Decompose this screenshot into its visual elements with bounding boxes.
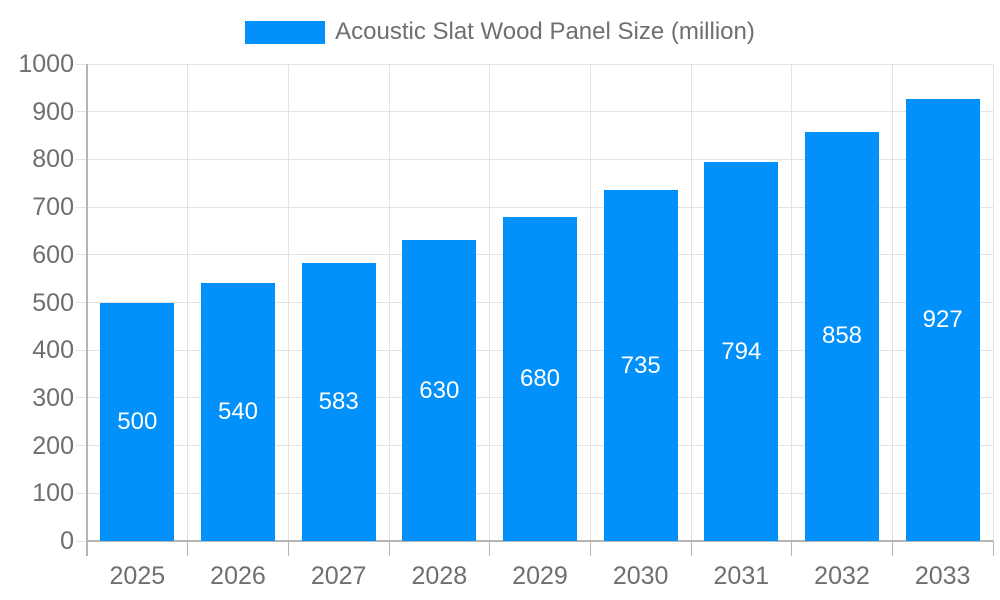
gridline-vertical	[187, 64, 189, 541]
bar-value-label: 630	[419, 376, 460, 404]
x-axis-tick	[690, 541, 692, 556]
gridline-vertical	[690, 64, 692, 541]
gridline-horizontal	[87, 158, 993, 160]
x-tick-label: 2028	[411, 562, 468, 590]
y-axis-tick	[76, 492, 87, 494]
bar-value-label: 735	[620, 351, 661, 379]
y-axis-tick	[76, 158, 87, 160]
x-axis-tick	[187, 541, 189, 556]
gridline-vertical	[388, 64, 390, 541]
bar-2028[interactable]	[402, 240, 477, 541]
x-axis-tick	[891, 541, 893, 556]
y-tick-label: 600	[32, 240, 74, 269]
bar-2029[interactable]	[503, 216, 577, 541]
x-tick-label: 2029	[512, 562, 568, 590]
y-axis-tick	[76, 349, 87, 351]
x-tick-label: 2027	[310, 562, 367, 590]
y-tick-label: 0	[60, 527, 74, 555]
bar-value-label: 540	[217, 398, 259, 426]
x-axis-tick	[992, 541, 994, 556]
y-axis-tick	[76, 445, 87, 447]
x-tick-label: 2030	[612, 562, 669, 590]
x-axis-tick	[589, 541, 591, 556]
x-tick-label: 2025	[109, 562, 166, 590]
gridline-vertical	[791, 64, 793, 541]
gridline-vertical	[287, 64, 289, 541]
x-axis-tick	[489, 541, 491, 556]
x-tick-label: 2033	[914, 562, 971, 590]
y-tick-label: 300	[32, 383, 74, 412]
y-tick-label: 800	[32, 145, 74, 174]
legend-item[interactable]: Acoustic Slat Wood Panel Size (million)	[0, 18, 1000, 46]
y-axis-tick	[76, 111, 87, 113]
bar-2033[interactable]	[905, 98, 980, 541]
gridline-vertical	[992, 64, 994, 541]
bar-2032[interactable]	[805, 131, 879, 541]
bar-2026[interactable]	[201, 283, 275, 541]
bar-2027[interactable]	[301, 262, 376, 541]
x-tick-label: 2032	[814, 562, 870, 590]
bar-value-label: 583	[318, 387, 359, 415]
bar-2031[interactable]	[704, 162, 779, 541]
y-axis-tick	[76, 540, 87, 542]
x-axis-tick	[388, 541, 390, 556]
bar-value-label: 794	[721, 337, 762, 365]
bar-2030[interactable]	[603, 190, 678, 541]
x-axis-line	[87, 540, 993, 542]
y-axis-tick	[76, 63, 87, 65]
y-axis-tick	[76, 397, 87, 399]
bar-value-label: 680	[519, 364, 561, 392]
gridline-vertical	[589, 64, 591, 541]
x-tick-label: 2031	[713, 562, 770, 590]
y-tick-label: 400	[32, 336, 74, 365]
gridline-vertical	[489, 64, 491, 541]
gridline-vertical	[891, 64, 893, 541]
x-axis-tick	[287, 541, 289, 556]
gridline-horizontal	[87, 63, 993, 65]
gridline-horizontal	[87, 111, 993, 113]
y-tick-label: 1000	[18, 50, 74, 78]
x-tick-label: 2026	[210, 562, 266, 590]
y-tick-label: 700	[32, 193, 74, 222]
bar-value-label: 858	[821, 322, 863, 350]
legend-label: Acoustic Slat Wood Panel Size (million)	[335, 18, 755, 45]
y-axis-tick	[76, 206, 87, 208]
bar-value-label: 927	[922, 305, 963, 333]
y-tick-label: 500	[32, 288, 74, 317]
y-axis-tick	[76, 254, 87, 256]
y-tick-label: 200	[32, 431, 74, 460]
gridline-horizontal	[87, 206, 993, 208]
bar-2025[interactable]	[100, 302, 175, 541]
x-axis-tick	[791, 541, 793, 556]
bar-value-label: 500	[117, 407, 158, 435]
y-tick-label: 900	[32, 97, 74, 126]
y-tick-label: 100	[32, 479, 74, 508]
y-axis-line	[86, 64, 88, 556]
y-axis-tick	[76, 302, 87, 303]
legend-swatch-icon	[245, 20, 326, 44]
